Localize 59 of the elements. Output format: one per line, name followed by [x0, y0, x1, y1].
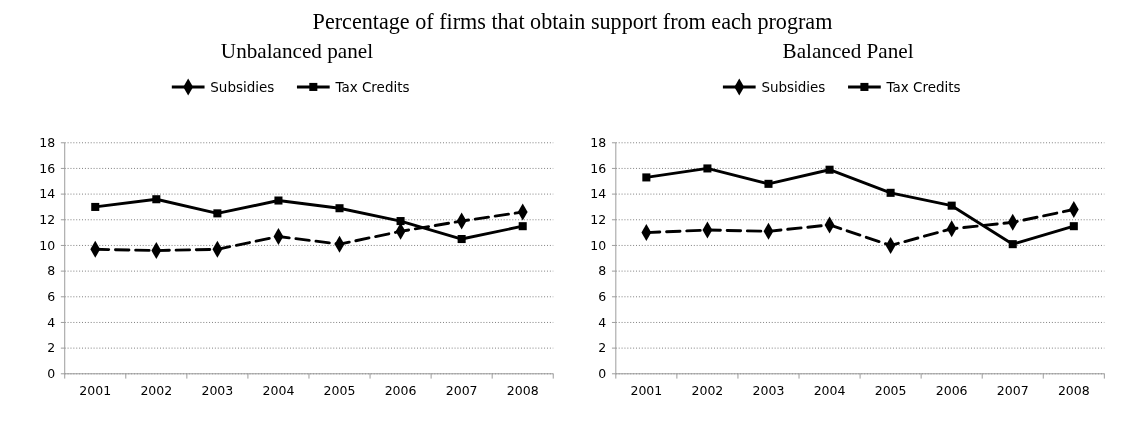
y-tick-label: 14: [590, 186, 607, 202]
y-tick-label: 8: [598, 263, 607, 279]
x-tick-label: 2007: [996, 382, 1029, 398]
x-tick-label: 2007: [445, 382, 478, 398]
point: [396, 217, 405, 226]
y-tick-label: 16: [590, 160, 607, 176]
legend-label: Tax Credits: [334, 78, 410, 95]
x-tick-label: 2008: [506, 382, 539, 398]
point: [213, 209, 222, 218]
y-tick-label: 10: [590, 237, 607, 253]
y-tick-label: 8: [47, 263, 56, 279]
y-tick-label: 4: [47, 314, 56, 330]
y-tick-label: 10: [39, 237, 56, 253]
x-tick-label: 2004: [813, 382, 846, 398]
y-tick-label: 6: [598, 289, 607, 305]
x-tick-label: 2005: [874, 382, 907, 398]
x-tick-label: 2001: [630, 382, 663, 398]
x-tick-label: 2001: [79, 382, 112, 398]
y-tick-label: 16: [39, 160, 56, 176]
x-tick-label: 2002: [140, 382, 173, 398]
point: [518, 222, 527, 231]
chart-subtitle: Balanced Panel: [782, 39, 914, 64]
x-tick-label: 2006: [935, 382, 968, 398]
point: [886, 188, 895, 197]
point: [947, 201, 956, 210]
y-tick-label: 14: [39, 186, 56, 202]
chart-title: Percentage of firms that obtain support from each program: [312, 9, 833, 35]
x-tick-label: 2003: [752, 382, 785, 398]
point: [274, 196, 283, 205]
x-tick-label: 2002: [691, 382, 724, 398]
y-tick-label: 0: [598, 366, 607, 382]
x-tick-label: 2008: [1057, 382, 1090, 398]
y-tick-label: 6: [47, 289, 56, 305]
point: [1069, 222, 1078, 231]
x-tick-label: 2004: [262, 382, 295, 398]
point: [703, 164, 712, 173]
point: [825, 165, 834, 174]
legend-label: Subsidies: [210, 78, 275, 95]
chart-subtitle: Unbalanced panel: [220, 39, 374, 64]
point: [764, 179, 773, 188]
y-tick-label: 0: [47, 366, 56, 382]
y-tick-label: 18: [39, 135, 56, 151]
y-tick-label: 2: [47, 340, 56, 356]
point: [91, 202, 100, 211]
legend-label: Tax Credits: [885, 78, 961, 95]
x-tick-label: 2005: [323, 382, 356, 398]
x-tick-label: 2006: [384, 382, 417, 398]
point: [152, 195, 161, 204]
y-tick-label: 18: [590, 135, 607, 151]
legend-label: Subsidies: [761, 78, 826, 95]
y-tick-label: 2: [598, 340, 607, 356]
point: [642, 173, 651, 182]
point: [335, 204, 344, 213]
y-tick-label: 12: [590, 212, 607, 228]
x-tick-label: 2003: [201, 382, 234, 398]
y-tick-label: 4: [598, 314, 607, 330]
y-tick-label: 12: [39, 212, 56, 228]
point: [457, 235, 466, 244]
point: [1008, 240, 1017, 249]
